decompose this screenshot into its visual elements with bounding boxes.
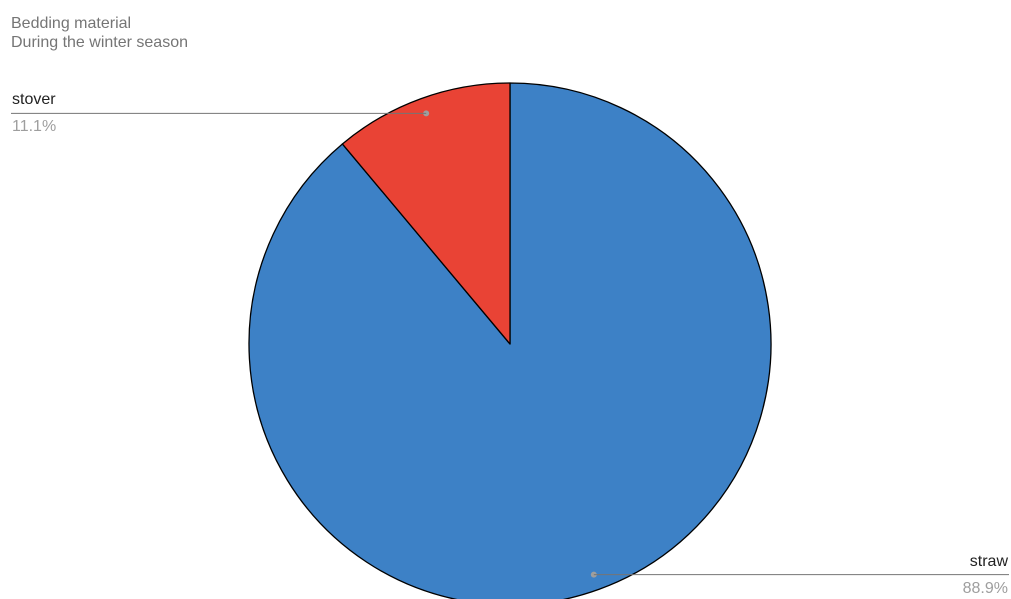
slice-percent-stover: 11.1% — [12, 118, 57, 136]
pie-slice-stover — [341, 82, 511, 345]
slice-label-stover: stover — [12, 91, 56, 109]
chart-subtitle: During the winter season — [11, 34, 188, 51]
slice-percent-straw: 88.9% — [962, 579, 1008, 597]
chart-title: Bedding material — [11, 15, 132, 32]
slice-label-straw: straw — [969, 552, 1008, 570]
pie-slice-straw — [248, 82, 772, 599]
